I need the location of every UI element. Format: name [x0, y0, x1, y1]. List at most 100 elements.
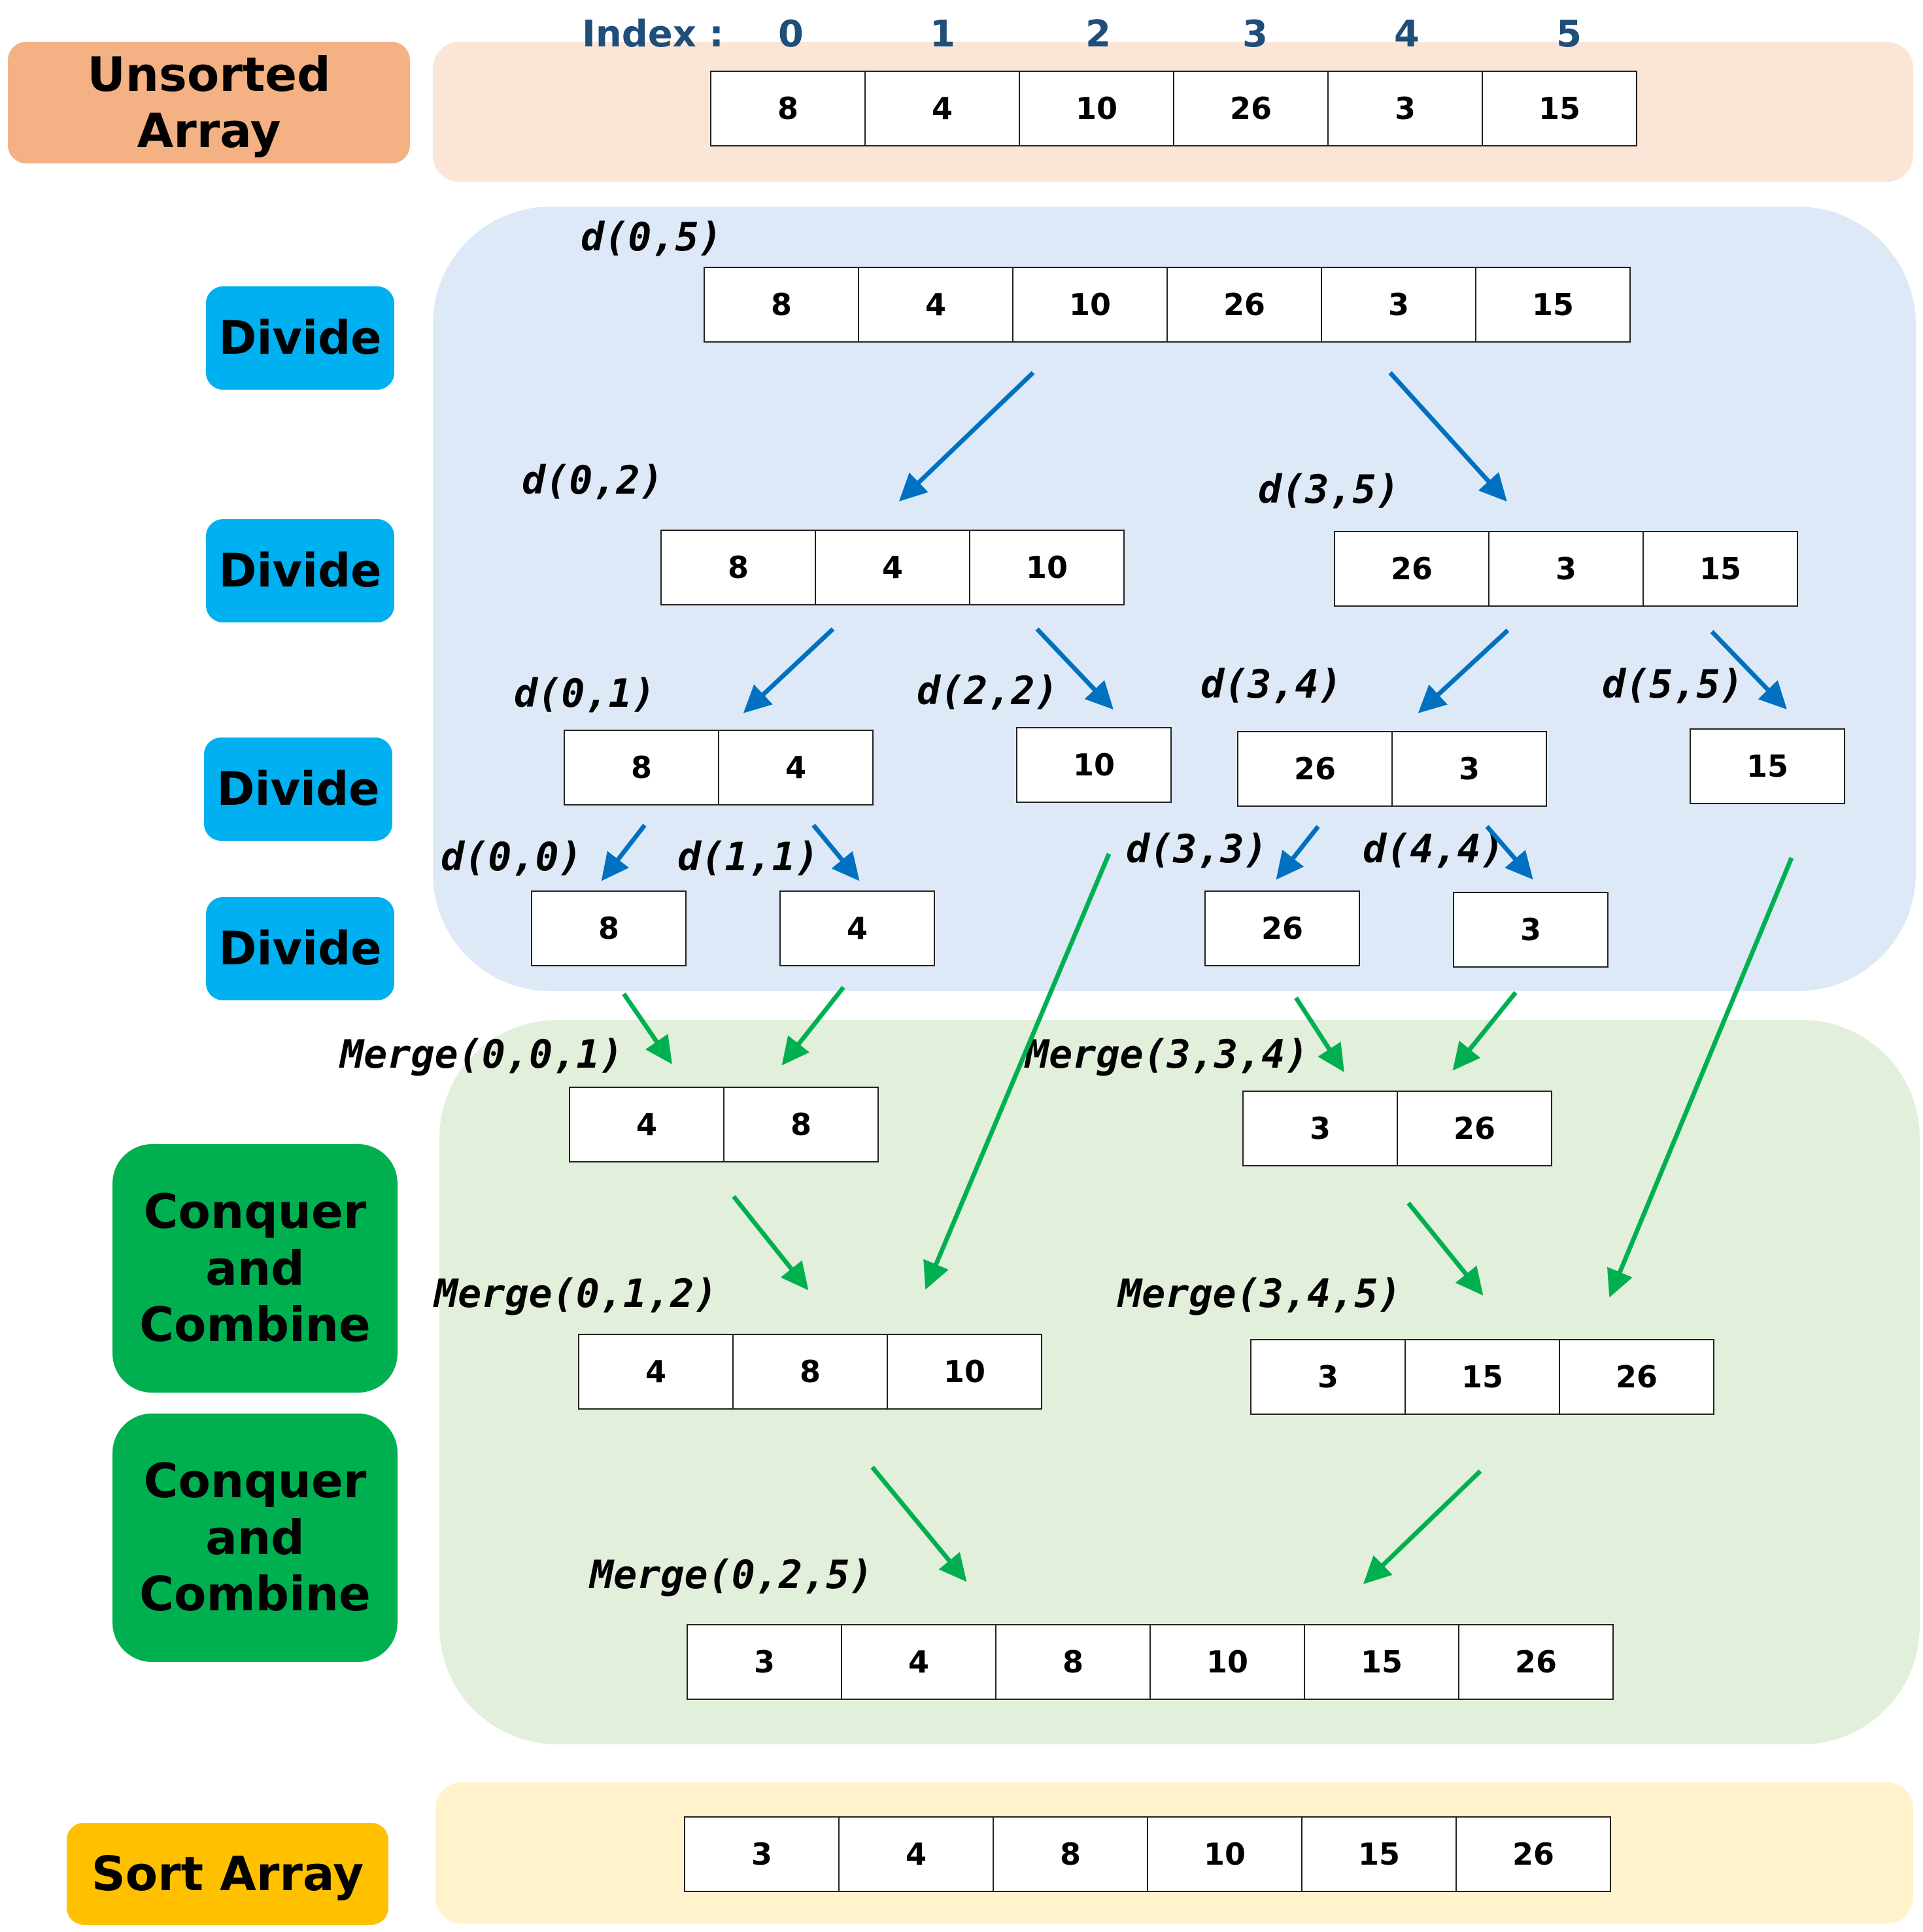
- array-cell: 15: [1642, 531, 1798, 607]
- array-cell: 26: [1559, 1339, 1714, 1415]
- array-cell: 3: [1453, 892, 1608, 968]
- divide-arrow: [1388, 371, 1507, 502]
- call-label: Merge(3,4,5): [1118, 1271, 1402, 1317]
- divide-label-text: Divide: [218, 922, 382, 975]
- array-d22: 10: [1016, 727, 1172, 803]
- array-m345: 3 15 26: [1250, 1339, 1714, 1415]
- array-d34: 26 3: [1237, 731, 1547, 807]
- array-cell: 15: [1482, 71, 1637, 146]
- array-d11: 4: [779, 890, 935, 966]
- array-d55: 15: [1690, 728, 1845, 804]
- call-label: d(0,0): [441, 834, 583, 880]
- divide-arrow: [1276, 824, 1320, 880]
- divide-arrow: [811, 823, 860, 881]
- merge-arrow: [1294, 996, 1344, 1072]
- divide-arrow: [601, 823, 647, 881]
- array-cell: 3: [1391, 731, 1547, 807]
- array-d05: 8 4 10 26 3 15: [704, 267, 1631, 343]
- array-cell: 8: [732, 1334, 888, 1410]
- array-d44: 3: [1453, 892, 1608, 968]
- array-cell: 8: [704, 267, 859, 343]
- array-cell: 10: [887, 1334, 1042, 1410]
- array-cell: 15: [1404, 1339, 1560, 1415]
- array-cell: 3: [1327, 71, 1483, 146]
- divide-label-text: Divide: [218, 544, 382, 598]
- index-5: 5: [1556, 13, 1582, 56]
- merge-arrow: [732, 1195, 809, 1291]
- merge-arrow: [1607, 856, 1794, 1298]
- divide-arrow: [1035, 627, 1114, 710]
- sort-array-label-text: Sort Array: [91, 1846, 364, 1901]
- unsorted-array: 8 4 10 26 3 15: [710, 71, 1637, 146]
- array-m334: 3 26: [1242, 1091, 1552, 1166]
- merge-arrow: [870, 1465, 967, 1582]
- call-label: d(3,3): [1126, 826, 1268, 872]
- divide-label-text: Divide: [218, 311, 382, 365]
- array-cell: 8: [995, 1624, 1151, 1700]
- divide-arrow: [898, 371, 1035, 501]
- call-label: Merge(0,2,5): [590, 1552, 874, 1598]
- divide-arrow: [1485, 824, 1533, 880]
- divide-arrow: [1418, 628, 1510, 713]
- array-cell: 3: [1321, 267, 1476, 343]
- index-4: 4: [1394, 13, 1420, 56]
- array-cell: 26: [1334, 531, 1489, 607]
- divide-arrow: [1710, 630, 1787, 710]
- array-cell: 3: [1250, 1339, 1406, 1415]
- array-cell: 26: [1237, 731, 1393, 807]
- array-cell: 8: [993, 1816, 1148, 1892]
- array-m025: 3 4 8 10 15 26: [687, 1624, 1614, 1700]
- conquer-line: Conquer: [143, 1453, 367, 1509]
- array-d02: 8 4 10: [660, 530, 1125, 605]
- divide-label-text: Divide: [216, 762, 380, 816]
- conquer-line: and: [205, 1510, 305, 1565]
- divide-label-2: Divide: [206, 519, 394, 622]
- conquer-combine-label-1: Conquer and Combine: [112, 1144, 398, 1393]
- call-label: d(4,4): [1363, 826, 1505, 872]
- array-cell: 15: [1690, 728, 1845, 804]
- array-cell: 26: [1458, 1624, 1614, 1700]
- call-label: d(3,5): [1258, 467, 1400, 513]
- index-prefix: Index :: [582, 13, 724, 56]
- index-0: 0: [778, 13, 804, 56]
- array-cell: 8: [723, 1087, 879, 1162]
- merge-arrow: [1406, 1201, 1484, 1296]
- index-2: 2: [1085, 13, 1111, 56]
- array-cell: 4: [779, 890, 935, 966]
- array-cell: 10: [969, 530, 1125, 605]
- array-cell: 10: [1147, 1816, 1302, 1892]
- divide-label-1: Divide: [206, 286, 394, 390]
- array-cell: 3: [687, 1624, 842, 1700]
- array-cell: 15: [1304, 1624, 1459, 1700]
- array-cell: 8: [564, 730, 719, 805]
- divide-label-3: Divide: [204, 737, 392, 841]
- array-cell: 3: [1242, 1091, 1398, 1166]
- call-label: d(5,5): [1602, 662, 1744, 707]
- merge-arrow: [781, 985, 845, 1066]
- array-cell: 4: [858, 267, 1013, 343]
- call-label: d(0,1): [514, 671, 656, 717]
- sorted-array: 3 4 8 10 15 26: [684, 1816, 1611, 1892]
- call-label: Merge(0,1,2): [434, 1271, 718, 1317]
- array-d00: 8: [531, 890, 687, 966]
- call-label: d(2,2): [917, 668, 1059, 714]
- array-cell: 4: [841, 1624, 996, 1700]
- array-cell: 3: [684, 1816, 840, 1892]
- merge-arrow: [1363, 1469, 1482, 1584]
- array-cell: 10: [1012, 267, 1168, 343]
- call-label: d(0,2): [522, 458, 664, 503]
- conquer-combine-label-2: Conquer and Combine: [112, 1414, 398, 1662]
- conquer-line: Conquer: [143, 1184, 367, 1240]
- array-cell: 3: [1488, 531, 1644, 607]
- array-d35: 26 3 15: [1334, 531, 1798, 607]
- call-label: d(3,4): [1200, 662, 1342, 707]
- array-cell: 8: [710, 71, 866, 146]
- array-cell: 10: [1149, 1624, 1305, 1700]
- divide-label-4: Divide: [206, 897, 394, 1000]
- call-label: Merge(3,3,4): [1025, 1032, 1309, 1077]
- sort-array-label: Sort Array: [67, 1823, 388, 1925]
- array-cell: 15: [1301, 1816, 1457, 1892]
